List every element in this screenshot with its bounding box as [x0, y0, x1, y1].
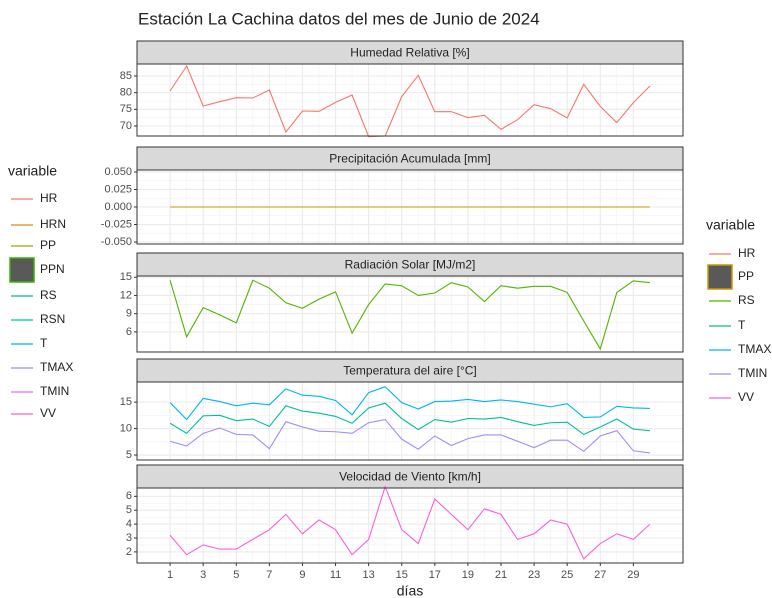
x-tick-label: 9 [299, 569, 305, 581]
x-tick-label: 19 [462, 569, 474, 581]
legend-label: VV [40, 406, 56, 420]
legend-label: TMAX [40, 360, 73, 374]
legend-label: PPN [40, 262, 65, 276]
y-tick-label: 9 [126, 308, 132, 320]
legend-label: RSN [40, 312, 65, 326]
legend-label: TMIN [738, 366, 767, 380]
strip-title: Temperatura del aire [°C] [343, 364, 477, 378]
x-tick-label: 15 [396, 569, 408, 581]
x-tick-label: 17 [429, 569, 441, 581]
legend-title: variable [8, 163, 57, 179]
legend-label: PP [738, 269, 754, 283]
x-tick-label: 7 [266, 569, 272, 581]
y-tick-label: -0.025 [101, 218, 132, 230]
y-tick-label: 70 [120, 120, 132, 132]
series-line [169, 484, 651, 560]
legend-label: TMIN [40, 384, 69, 398]
strip-title: Velocidad de Viento [km/h] [339, 470, 481, 484]
y-tick-label: 5 [126, 504, 132, 516]
panel-bg [137, 64, 683, 136]
legend-label: RS [40, 288, 57, 302]
panel-bg [137, 382, 683, 460]
chart-title: Estación La Cachina datos del mes de Jun… [138, 9, 540, 28]
y-tick-label: 0.050 [104, 166, 132, 178]
x-tick-label: 23 [528, 569, 540, 581]
legend-label: PP [40, 238, 56, 252]
panel-border [136, 63, 684, 137]
x-tick-label: 3 [200, 569, 206, 581]
strip-title: Humedad Relativa [%] [350, 46, 469, 60]
y-tick-label: 75 [120, 103, 132, 115]
legend-title: variable [706, 217, 755, 233]
y-tick-label: 2 [126, 546, 132, 558]
panel-border [136, 275, 684, 353]
legend-key [9, 257, 35, 283]
y-tick-label: 3 [126, 532, 132, 544]
strip-title: Radiación Solar [MJ/m2] [345, 258, 476, 272]
panel-border [136, 487, 684, 564]
x-tick-label: 1 [167, 569, 173, 581]
panel-border [136, 169, 684, 245]
legend-label: VV [738, 390, 754, 404]
legend-key [707, 264, 733, 290]
y-tick-label: 6 [126, 490, 132, 502]
y-tick-label: 12 [120, 289, 132, 301]
legend-label: RS [738, 293, 755, 307]
y-tick-label: 4 [126, 518, 132, 530]
y-tick-label: 0.025 [104, 183, 132, 195]
x-tick-label: 29 [627, 569, 639, 581]
x-tick-label: 13 [363, 569, 375, 581]
x-tick-label: 25 [561, 569, 573, 581]
y-tick-label: 6 [126, 326, 132, 338]
strip-title: Precipitación Acumulada [mm] [329, 152, 490, 166]
series-line [169, 386, 650, 421]
x-tick-label: 21 [495, 569, 507, 581]
x-tick-label: 5 [233, 569, 239, 581]
legend-label: HRN [40, 217, 66, 231]
legend-label: HR [40, 191, 58, 205]
series-line [169, 64, 651, 138]
legend-label: T [40, 336, 48, 350]
y-tick-label: 80 [120, 87, 132, 99]
y-tick-label: 0.000 [104, 201, 132, 213]
y-tick-label: -0.050 [101, 236, 132, 248]
legend-label: HR [738, 246, 756, 260]
legend-label: TMAX [738, 342, 771, 356]
x-tick-label: 27 [594, 569, 606, 581]
panel-border [136, 381, 684, 461]
series-line [169, 402, 650, 436]
x-axis-title: días [397, 583, 423, 598]
y-tick-label: 15 [120, 271, 132, 283]
y-tick-label: 10 [120, 422, 132, 434]
series-line [169, 418, 650, 454]
y-tick-label: 85 [120, 70, 132, 82]
y-tick-label: 5 [126, 449, 132, 461]
legend-label: T [738, 318, 746, 332]
y-tick-label: 15 [120, 396, 132, 408]
series-line [169, 279, 650, 351]
x-tick-label: 11 [330, 569, 341, 581]
